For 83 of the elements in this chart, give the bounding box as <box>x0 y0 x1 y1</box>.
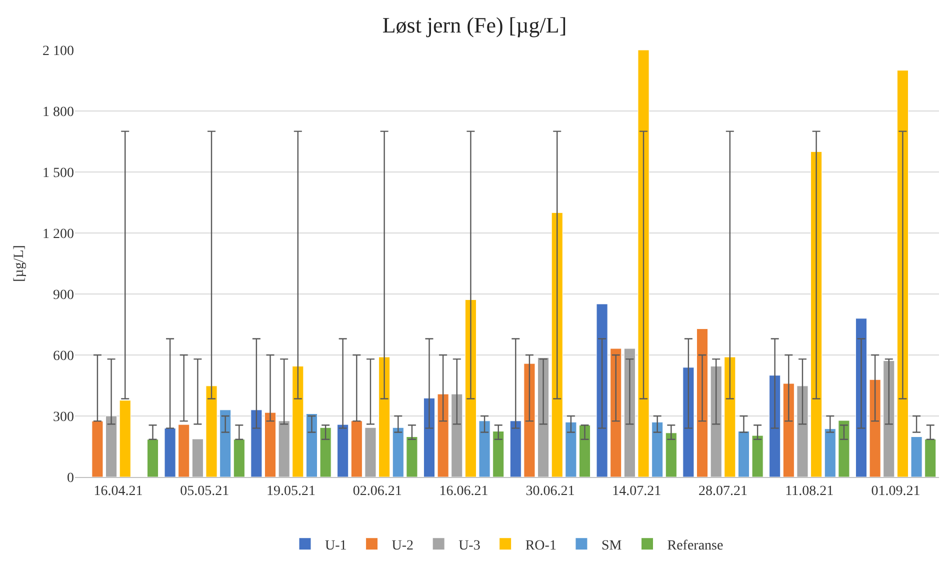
bar <box>437 394 449 477</box>
bar <box>464 299 476 477</box>
x-tick-label: 16.06.21 <box>439 484 488 499</box>
bar <box>250 410 262 477</box>
bar <box>292 366 304 477</box>
bar <box>364 427 376 477</box>
bar <box>924 438 936 477</box>
bar <box>565 422 577 477</box>
bar <box>596 304 608 477</box>
y-tick-label: 600 <box>53 348 74 364</box>
bar <box>896 70 908 477</box>
x-tick-label: 05.05.21 <box>180 484 230 499</box>
bar <box>782 383 794 477</box>
legend-label: Referanse <box>667 538 724 554</box>
bar <box>278 420 290 477</box>
bar <box>538 357 550 477</box>
bar <box>824 428 836 477</box>
bar <box>164 428 176 477</box>
bar <box>724 356 736 477</box>
legend-label: U-1 <box>325 538 347 554</box>
y-tick-label: 0 <box>67 470 74 486</box>
bar <box>769 375 781 477</box>
bar <box>869 379 881 477</box>
bar <box>337 424 349 477</box>
bar <box>192 438 204 477</box>
bar <box>855 318 868 477</box>
bar <box>451 394 463 477</box>
bar <box>478 420 490 477</box>
legend-label: RO-1 <box>525 538 556 554</box>
bar <box>320 427 332 477</box>
y-tick-label: 300 <box>53 410 74 425</box>
bar <box>146 439 159 477</box>
y-tick-label: 900 <box>53 288 74 303</box>
bar <box>510 420 522 477</box>
bar <box>551 212 563 477</box>
x-tick-label: 11.08.21 <box>785 484 834 499</box>
y-tick-label: 1 800 <box>42 104 74 120</box>
bar <box>610 348 622 477</box>
chart-title: Løst jern (Fe) [µg/L] <box>382 12 567 38</box>
bar <box>624 348 636 477</box>
bar <box>638 50 650 477</box>
bar <box>578 424 591 477</box>
bar <box>738 431 750 477</box>
x-tick-label: 14.07.21 <box>612 484 662 499</box>
bar <box>910 436 922 477</box>
bar <box>883 360 895 477</box>
bar <box>92 420 104 477</box>
bar <box>350 420 362 477</box>
x-tick-label: 01.09.21 <box>871 484 920 499</box>
bar <box>423 398 436 477</box>
bar <box>492 431 504 477</box>
bar <box>392 427 404 477</box>
x-tick-label: 16.04.21 <box>94 484 143 499</box>
bar <box>752 435 764 477</box>
legend-label: SM <box>601 538 622 554</box>
y-tick-label: 1 500 <box>42 166 74 181</box>
bar <box>696 328 708 477</box>
bar <box>406 436 418 477</box>
bar <box>178 424 190 477</box>
x-tick-label: 28.07.21 <box>698 484 748 499</box>
bar <box>378 356 390 477</box>
bar <box>682 367 694 477</box>
x-tick-label: 19.05.21 <box>266 484 316 499</box>
bar <box>106 416 118 477</box>
x-tick-label: 30.06.21 <box>526 484 575 499</box>
bar <box>233 439 245 477</box>
bar <box>796 386 808 477</box>
bar <box>524 363 536 477</box>
legend-label: U-2 <box>392 538 414 554</box>
bar <box>206 386 218 477</box>
bar <box>220 410 232 477</box>
bar <box>264 412 276 477</box>
x-tick-label: 02.06.21 <box>352 484 402 499</box>
bar <box>119 400 131 477</box>
legend-label: U-3 <box>458 538 480 554</box>
bar <box>710 366 722 477</box>
bar <box>665 432 677 477</box>
bar <box>306 414 318 477</box>
y-tick-label: 1 200 <box>42 226 74 242</box>
y-axis-title: [µg/L] <box>12 245 28 282</box>
bar <box>838 420 850 477</box>
y-tick-label: 2 100 <box>42 44 74 59</box>
bar <box>652 422 664 477</box>
